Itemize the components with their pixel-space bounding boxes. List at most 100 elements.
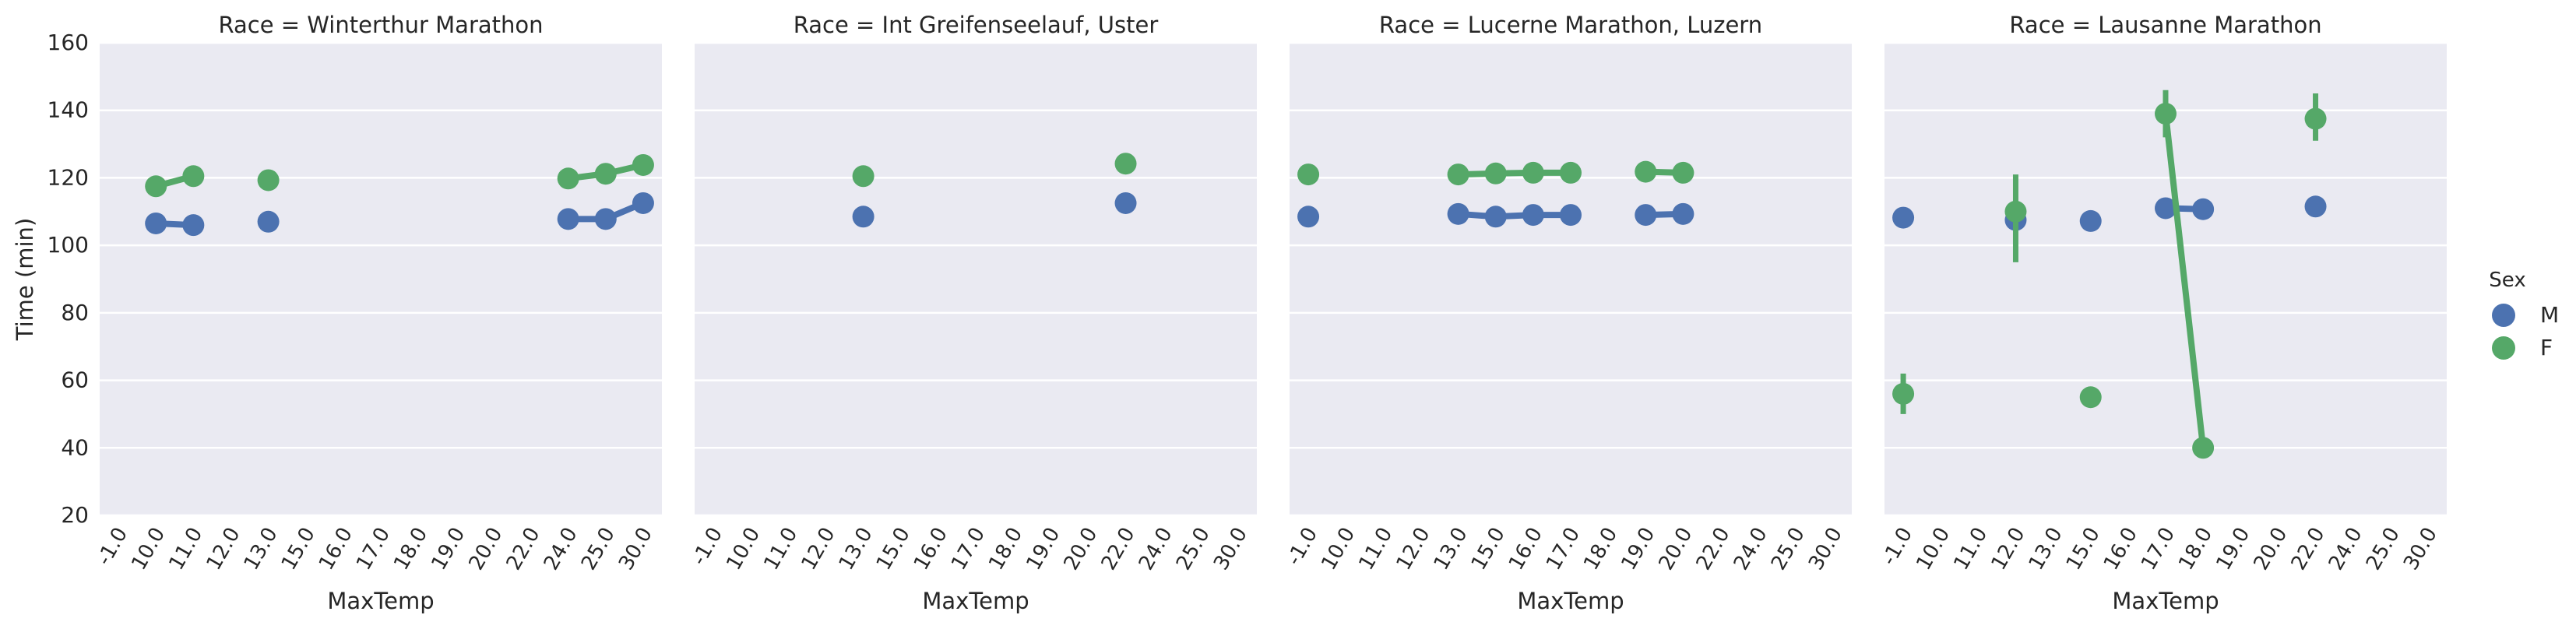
x-tick-label: 12.0	[797, 524, 840, 575]
data-point	[182, 165, 205, 188]
data-point	[1672, 161, 1694, 184]
x-tick-label: 24.0	[2324, 524, 2367, 575]
x-tick-label: 24.0	[540, 524, 582, 575]
data-point	[1892, 382, 1915, 405]
data-point	[257, 169, 280, 192]
data-point	[2079, 209, 2102, 232]
x-tick-label: 16.0	[315, 524, 357, 575]
data-point	[2079, 386, 2102, 409]
data-point	[594, 163, 617, 185]
data-point	[257, 210, 280, 233]
data-point	[2192, 198, 2215, 220]
x-tick-label: 17.0	[1542, 524, 1585, 575]
x-tick-label: 20.0	[1655, 524, 1698, 575]
y-tick-label: 40	[61, 434, 89, 460]
x-tick-label: 18.0	[389, 524, 432, 575]
data-point	[1560, 204, 1582, 227]
x-tick-label: 12.0	[202, 524, 245, 575]
x-tick-label: 11.0	[164, 524, 207, 575]
y-tick-label: 140	[48, 97, 89, 123]
data-point	[2155, 197, 2177, 220]
facet-title: Race = Winterthur Marathon	[218, 12, 543, 38]
facet-background	[1290, 43, 1852, 515]
facet-background	[100, 43, 662, 515]
x-tick-label: 30.0	[1209, 524, 1252, 575]
x-tick-label: 16.0	[2099, 524, 2142, 575]
data-point	[2304, 107, 2327, 130]
data-point	[145, 175, 167, 198]
x-tick-label: 22.0	[1097, 524, 1140, 575]
x-tick-label: 25.0	[2362, 524, 2405, 575]
data-point	[1522, 161, 1544, 184]
facet-title: Race = Lucerne Marathon, Luzern	[1379, 12, 1762, 38]
data-point	[1672, 202, 1694, 225]
x-tick-label: 24.0	[1135, 524, 1177, 575]
x-tick-label: 18.0	[1579, 524, 1622, 575]
y-tick-label: 80	[61, 300, 89, 325]
y-tick-label: 100	[48, 232, 89, 258]
x-tick-label: 15.0	[277, 524, 320, 575]
legend-marker	[2492, 336, 2515, 360]
data-point	[1297, 206, 1320, 228]
x-tick-label: 25.0	[1172, 524, 1215, 575]
x-tick-label: 15.0	[1467, 524, 1510, 575]
x-tick-label: 12.0	[1392, 524, 1435, 575]
x-tick-label: 30.0	[2399, 524, 2442, 575]
y-tick-label: 60	[61, 367, 89, 393]
x-axis-label: MaxTemp	[327, 588, 434, 614]
y-tick-label: 160	[48, 30, 89, 55]
data-point	[1892, 206, 1915, 229]
x-tick-label: 13.0	[835, 524, 878, 575]
x-tick-label: 24.0	[1730, 524, 1772, 575]
x-tick-label: 19.0	[1022, 524, 1065, 575]
facet-title: Race = Lausanne Marathon	[2009, 12, 2321, 38]
x-tick-label: 11.0	[759, 524, 802, 575]
data-point	[1635, 204, 1657, 227]
x-tick-label: 17.0	[352, 524, 395, 575]
x-tick-label: 20.0	[2250, 524, 2293, 575]
x-tick-label: 10.0	[1912, 524, 1955, 575]
x-tick-label: 15.0	[872, 524, 915, 575]
x-tick-label: 16.0	[1504, 524, 1547, 575]
data-point	[1484, 162, 1507, 184]
data-point	[632, 192, 654, 214]
data-point	[852, 165, 875, 188]
x-axis-label: MaxTemp	[1517, 588, 1624, 614]
x-tick-label: 16.0	[910, 524, 952, 575]
x-tick-label: 13.0	[2025, 524, 2067, 575]
x-tick-label: 17.0	[947, 524, 990, 575]
legend-label: F	[2540, 335, 2553, 360]
data-point	[594, 208, 617, 230]
legend-label: M	[2540, 302, 2559, 328]
data-point	[182, 214, 205, 237]
x-tick-label: 22.0	[502, 524, 545, 575]
x-tick-label: 19.0	[2212, 524, 2254, 575]
x-tick-label: 10.0	[722, 523, 765, 574]
legend-marker	[2492, 304, 2515, 327]
x-axis-label: MaxTemp	[922, 588, 1029, 614]
x-tick-label: 20.0	[1060, 524, 1103, 575]
data-point	[632, 153, 654, 176]
x-tick-label: 25.0	[577, 524, 620, 575]
x-axis-label: MaxTemp	[2112, 588, 2219, 614]
x-tick-label: 22.0	[2287, 524, 2330, 575]
x-tick-label: 13.0	[240, 524, 283, 575]
legend-title: Sex	[2489, 269, 2525, 292]
data-point	[145, 212, 167, 234]
y-tick-label: 20	[61, 502, 89, 528]
data-point	[1522, 204, 1544, 227]
data-point	[2004, 200, 2027, 223]
series-line-segment	[2163, 111, 2207, 452]
data-point	[1297, 163, 1320, 186]
x-tick-label: 30.0	[614, 524, 657, 575]
x-tick-label: 17.0	[2137, 524, 2180, 575]
data-point	[1635, 160, 1657, 183]
x-tick-label: 18.0	[2174, 524, 2217, 575]
x-tick-label: 10.0	[1317, 524, 1360, 575]
data-point	[1484, 206, 1507, 228]
x-tick-label: 19.0	[1617, 524, 1659, 575]
data-point	[557, 167, 579, 190]
y-axis-label: Time (min)	[12, 218, 38, 342]
x-tick-label: 25.0	[1767, 524, 1810, 575]
